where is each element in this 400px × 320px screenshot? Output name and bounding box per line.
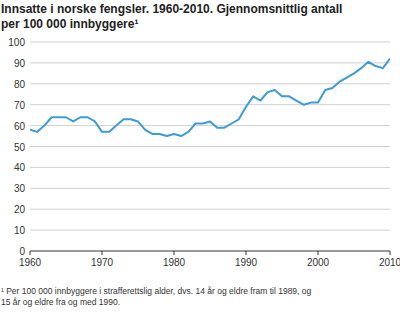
chart: Innsatte i norske fengsler. 1960-2010. G… (0, 0, 400, 320)
y-tick-label: 100 (8, 37, 25, 48)
grid-line (30, 42, 390, 43)
x-tick (246, 251, 247, 255)
grid-line (30, 167, 390, 168)
x-tick (390, 251, 391, 255)
grid-line (30, 104, 390, 105)
y-tick-label: 80 (14, 79, 26, 90)
subtitle: per 100 000 innbyggere¹ (1, 17, 138, 31)
x-tick-label: 2010 (379, 257, 400, 268)
y-tick-label: 10 (14, 225, 26, 236)
grid-line (30, 125, 390, 126)
grid-line (30, 62, 390, 63)
footnote: ¹ Per 100 000 innbyggere i strafferettsl… (1, 286, 312, 296)
x-tick (30, 251, 31, 255)
grid-line (30, 188, 390, 189)
y-tick-label: 20 (14, 204, 26, 215)
grid-line (30, 146, 390, 147)
y-tick-label: 30 (14, 183, 26, 194)
x-tick (318, 251, 319, 255)
y-tick-label: 0 (19, 246, 25, 257)
footnote: 15 år og eldre fra og med 1990. (1, 297, 120, 307)
x-tick (174, 251, 175, 255)
grid-line (30, 230, 390, 231)
grid-line (30, 209, 390, 210)
y-tick-label: 50 (14, 142, 26, 153)
x-tick (102, 251, 103, 255)
y-tick-label: 60 (14, 121, 26, 132)
x-tick-label: 2000 (307, 257, 330, 268)
plot-area (30, 59, 390, 136)
x-tick-label: 1980 (163, 257, 186, 268)
data-line (30, 59, 390, 136)
y-tick-label: 40 (14, 162, 26, 173)
title: Innsatte i norske fengsler. 1960-2010. G… (1, 2, 342, 16)
y-tick-label: 90 (14, 58, 26, 69)
x-axis (30, 251, 390, 252)
x-tick-label: 1990 (235, 257, 258, 268)
y-tick-label: 70 (14, 100, 26, 111)
x-tick-label: 1970 (91, 257, 114, 268)
x-tick-label: 1960 (19, 257, 42, 268)
